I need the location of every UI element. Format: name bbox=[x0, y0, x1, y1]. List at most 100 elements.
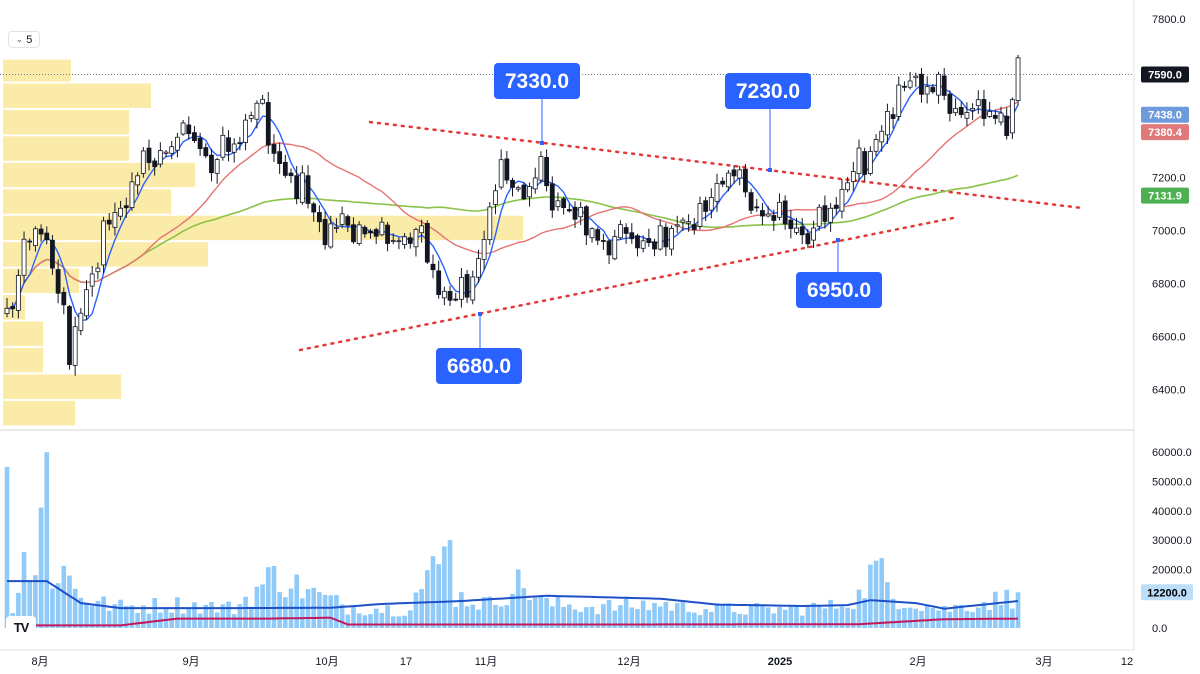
candle-down bbox=[265, 102, 271, 146]
volume-tick-label: 0.0 bbox=[1152, 623, 1167, 635]
volume-bar bbox=[635, 609, 640, 628]
candle-up bbox=[618, 224, 623, 239]
ma-short-pill: 7438.0 bbox=[1148, 110, 1182, 122]
tradingview-logo-icon[interactable]: TV bbox=[6, 616, 36, 638]
volume-profile-bin bbox=[3, 162, 195, 188]
volume-bar bbox=[192, 602, 197, 628]
volume-bar bbox=[214, 612, 220, 628]
volume-bar bbox=[175, 597, 180, 628]
candle-down bbox=[50, 239, 55, 269]
volume-bar bbox=[680, 600, 686, 628]
volume-bar bbox=[958, 604, 964, 628]
candle-down bbox=[464, 274, 470, 298]
volume-bar bbox=[481, 597, 487, 628]
trendlines bbox=[298, 120, 1084, 352]
volume-bar bbox=[663, 602, 669, 628]
candle-down bbox=[958, 106, 964, 115]
candle-up bbox=[174, 136, 180, 151]
volume-bar bbox=[907, 607, 913, 628]
candle-up bbox=[828, 207, 833, 223]
volume-bar bbox=[896, 609, 902, 628]
volume-bar bbox=[737, 613, 743, 628]
volume-bar bbox=[163, 608, 169, 628]
candle-down bbox=[595, 229, 601, 241]
volume-bar bbox=[493, 605, 498, 628]
volume-bars bbox=[4, 452, 1021, 628]
ma-mid-line bbox=[6, 101, 1019, 310]
volume-bar bbox=[152, 597, 157, 628]
volume-bar bbox=[720, 605, 725, 628]
candle-up bbox=[867, 151, 873, 174]
candle-up bbox=[816, 206, 822, 227]
candle-down bbox=[703, 200, 709, 212]
volume-bar bbox=[453, 606, 459, 628]
volume-bar bbox=[141, 605, 146, 628]
candle-down bbox=[209, 154, 214, 174]
candle-up bbox=[589, 228, 595, 239]
candle-up bbox=[674, 224, 680, 227]
candle-down bbox=[583, 206, 589, 236]
volume-bar bbox=[203, 604, 209, 628]
candle-up bbox=[84, 289, 89, 317]
candle-down bbox=[862, 151, 868, 175]
candle-up bbox=[260, 98, 266, 104]
candle-down bbox=[123, 205, 129, 209]
volume-bar bbox=[317, 592, 322, 628]
price-tick-label: 7800.0 bbox=[1152, 14, 1186, 26]
candle-up bbox=[214, 159, 220, 174]
time-tick-label: 10月 bbox=[315, 656, 338, 668]
volume-tick-label: 60000.0 bbox=[1152, 447, 1192, 459]
volume-bar bbox=[731, 612, 737, 628]
last-volume-pill-bg bbox=[1141, 584, 1193, 601]
volume-bar bbox=[953, 604, 958, 628]
candle-up bbox=[402, 236, 408, 245]
volume-bar bbox=[555, 596, 561, 628]
candle-down bbox=[788, 219, 794, 229]
volume-bar bbox=[652, 602, 657, 628]
price-tick-label: 6800.0 bbox=[1152, 279, 1186, 291]
candle-up bbox=[714, 182, 720, 202]
volume-bar bbox=[373, 608, 379, 628]
volume-bar bbox=[50, 588, 55, 628]
candle-up bbox=[811, 227, 816, 241]
volume-bar bbox=[851, 609, 856, 628]
volume-bar bbox=[129, 605, 135, 628]
candle-down bbox=[186, 124, 192, 135]
candle-up bbox=[493, 190, 498, 205]
candle-down bbox=[771, 215, 777, 221]
annotation-label: 6680.0 bbox=[447, 355, 511, 378]
volume-profile-bin bbox=[3, 374, 121, 399]
candle-up bbox=[95, 267, 101, 273]
volume-bar bbox=[561, 606, 566, 628]
candle-down bbox=[407, 237, 413, 244]
candle-up bbox=[640, 240, 646, 249]
candle-down bbox=[833, 204, 839, 209]
volume-bar bbox=[407, 610, 413, 628]
candle-down bbox=[822, 205, 828, 222]
candle-down bbox=[322, 219, 328, 246]
candle-up bbox=[697, 203, 703, 227]
candle-down bbox=[646, 238, 652, 243]
volume-bar bbox=[44, 452, 50, 628]
candle-down bbox=[447, 291, 453, 301]
volume-bar bbox=[669, 610, 674, 628]
candle-up bbox=[708, 197, 714, 211]
volume-bar bbox=[362, 615, 368, 628]
interval-selector[interactable]: ⌄ 5 bbox=[8, 31, 40, 48]
volume-bar bbox=[277, 592, 282, 628]
candle-up bbox=[328, 223, 334, 248]
candle-up bbox=[794, 227, 799, 233]
volume-bar bbox=[527, 600, 532, 628]
candle-down bbox=[782, 200, 788, 225]
ma-long-pill: 7131.9 bbox=[1148, 191, 1182, 203]
volume-bar bbox=[970, 612, 975, 628]
volume-bar bbox=[771, 613, 777, 628]
volume-bar bbox=[584, 607, 589, 628]
volume-bar bbox=[89, 605, 95, 628]
candle-down bbox=[549, 183, 555, 211]
volume-tick-label: 30000.0 bbox=[1152, 535, 1192, 547]
annotation-box bbox=[796, 272, 882, 308]
candle-up bbox=[356, 224, 362, 244]
volume-bar bbox=[101, 596, 106, 628]
